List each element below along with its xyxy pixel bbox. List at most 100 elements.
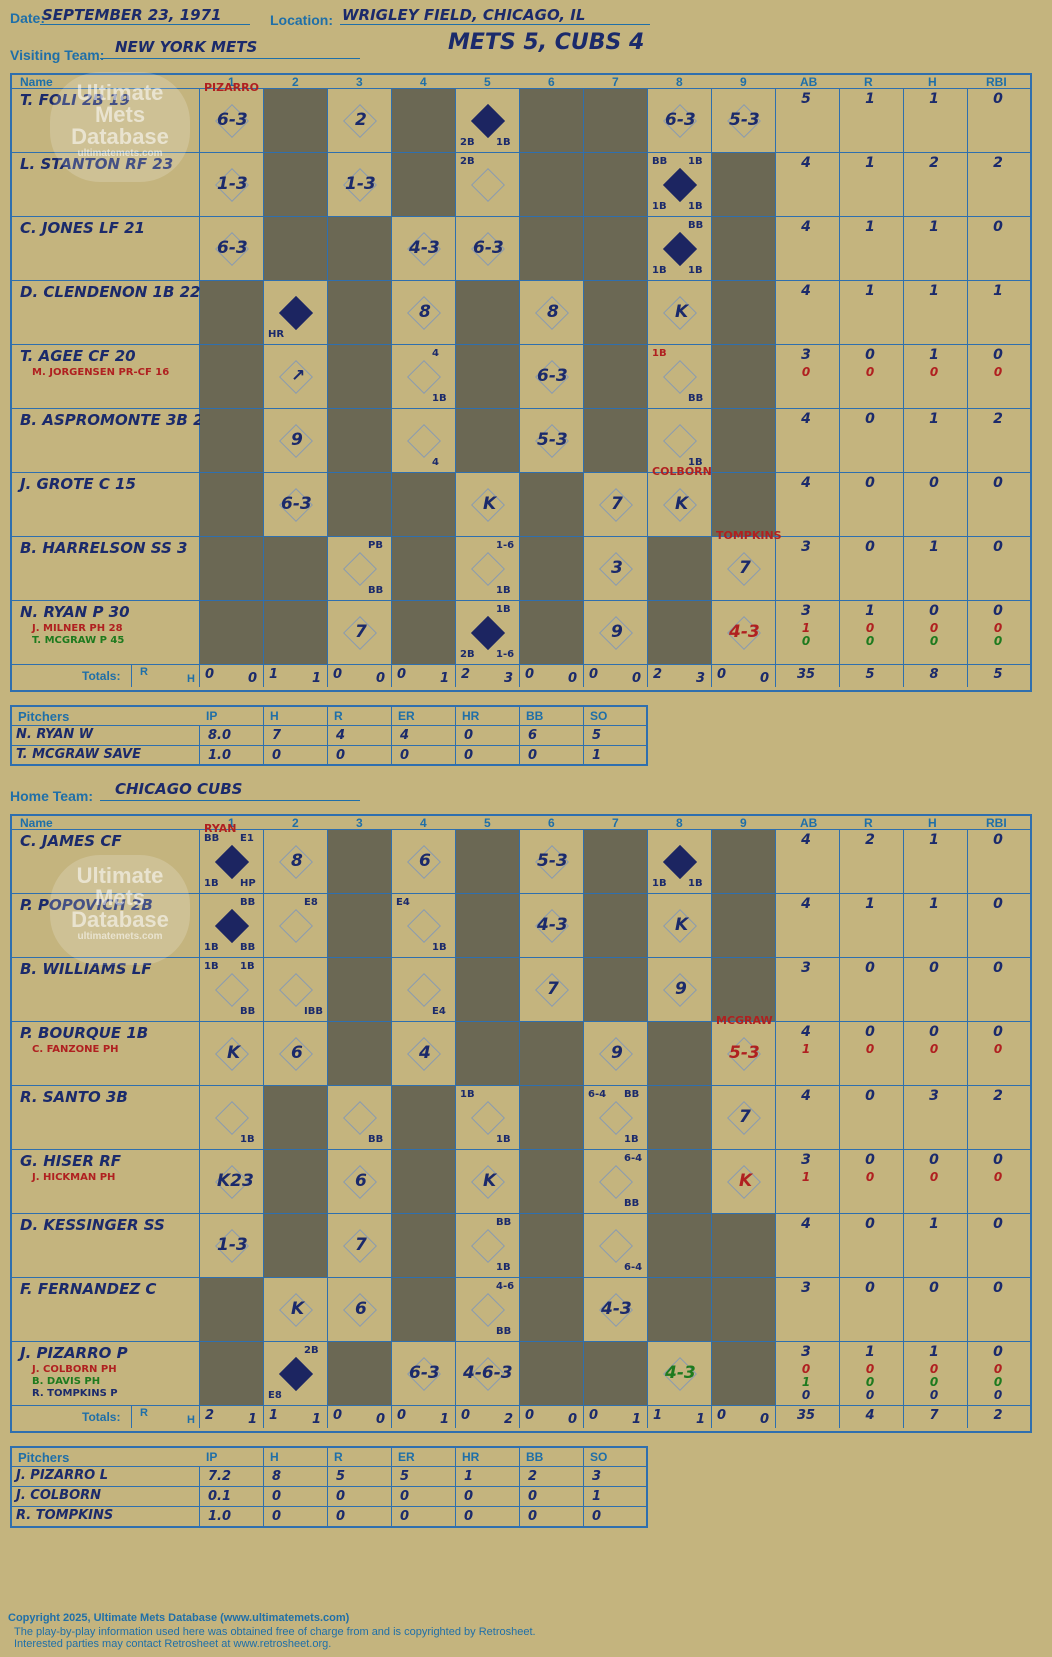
- at-bat-box[interactable]: [584, 1086, 648, 1150]
- at-bat-box[interactable]: [392, 537, 456, 601]
- at-bat-box[interactable]: [456, 958, 520, 1022]
- at-bat-box[interactable]: [264, 345, 328, 409]
- at-bat-box[interactable]: [712, 409, 776, 473]
- at-bat-box[interactable]: [584, 601, 648, 665]
- at-bat-box[interactable]: [520, 830, 584, 894]
- at-bat-box[interactable]: [456, 1022, 520, 1086]
- at-bat-box[interactable]: [392, 1278, 456, 1342]
- at-bat-box[interactable]: [264, 1086, 328, 1150]
- at-bat-box[interactable]: [712, 1278, 776, 1342]
- at-bat-box[interactable]: [264, 217, 328, 281]
- at-bat-box[interactable]: [328, 1278, 392, 1342]
- at-bat-box[interactable]: [712, 1342, 776, 1406]
- at-bat-box[interactable]: [584, 830, 648, 894]
- at-bat-box[interactable]: [648, 1022, 712, 1086]
- at-bat-box[interactable]: [520, 473, 584, 537]
- at-bat-box[interactable]: [520, 1022, 584, 1086]
- at-bat-box[interactable]: [648, 89, 712, 153]
- at-bat-box[interactable]: [648, 281, 712, 345]
- at-bat-box[interactable]: [520, 1086, 584, 1150]
- at-bat-box[interactable]: [584, 281, 648, 345]
- at-bat-box[interactable]: [328, 1022, 392, 1086]
- at-bat-box[interactable]: [456, 1278, 520, 1342]
- at-bat-box[interactable]: [456, 1086, 520, 1150]
- at-bat-box[interactable]: [648, 217, 712, 281]
- at-bat-box[interactable]: [328, 601, 392, 665]
- at-bat-box[interactable]: [264, 601, 328, 665]
- at-bat-box[interactable]: [264, 409, 328, 473]
- at-bat-box[interactable]: [648, 473, 712, 537]
- at-bat-box[interactable]: [520, 345, 584, 409]
- at-bat-box[interactable]: [328, 537, 392, 601]
- at-bat-box[interactable]: [200, 89, 264, 153]
- at-bat-box[interactable]: [264, 1342, 328, 1406]
- at-bat-box[interactable]: [584, 345, 648, 409]
- at-bat-box[interactable]: [584, 1342, 648, 1406]
- at-bat-box[interactable]: [328, 1342, 392, 1406]
- at-bat-box[interactable]: [200, 1150, 264, 1214]
- at-bat-box[interactable]: [328, 958, 392, 1022]
- at-bat-box[interactable]: [264, 89, 328, 153]
- at-bat-box[interactable]: [264, 1214, 328, 1278]
- at-bat-box[interactable]: [200, 601, 264, 665]
- at-bat-box[interactable]: [328, 1086, 392, 1150]
- at-bat-box[interactable]: [392, 1086, 456, 1150]
- at-bat-box[interactable]: [200, 281, 264, 345]
- at-bat-box[interactable]: [392, 1214, 456, 1278]
- at-bat-box[interactable]: [392, 830, 456, 894]
- at-bat-box[interactable]: [712, 153, 776, 217]
- at-bat-box[interactable]: [264, 473, 328, 537]
- at-bat-box[interactable]: [456, 89, 520, 153]
- at-bat-box[interactable]: [648, 1342, 712, 1406]
- at-bat-box[interactable]: [200, 473, 264, 537]
- at-bat-box[interactable]: [264, 894, 328, 958]
- at-bat-box[interactable]: [328, 281, 392, 345]
- at-bat-box[interactable]: [584, 1022, 648, 1086]
- at-bat-box[interactable]: [712, 89, 776, 153]
- at-bat-box[interactable]: [712, 958, 776, 1022]
- at-bat-box[interactable]: [264, 1278, 328, 1342]
- at-bat-box[interactable]: [200, 345, 264, 409]
- at-bat-box[interactable]: [392, 409, 456, 473]
- at-bat-box[interactable]: [712, 1022, 776, 1086]
- at-bat-box[interactable]: [520, 217, 584, 281]
- at-bat-box[interactable]: [264, 537, 328, 601]
- at-bat-box[interactable]: [200, 1342, 264, 1406]
- at-bat-box[interactable]: [712, 894, 776, 958]
- at-bat-box[interactable]: [328, 217, 392, 281]
- at-bat-box[interactable]: [712, 473, 776, 537]
- at-bat-box[interactable]: [200, 1086, 264, 1150]
- at-bat-box[interactable]: [712, 537, 776, 601]
- at-bat-box[interactable]: [712, 1214, 776, 1278]
- at-bat-box[interactable]: [520, 89, 584, 153]
- at-bat-box[interactable]: [456, 601, 520, 665]
- at-bat-box[interactable]: [392, 281, 456, 345]
- at-bat-box[interactable]: [520, 409, 584, 473]
- at-bat-box[interactable]: [392, 894, 456, 958]
- at-bat-box[interactable]: [520, 1278, 584, 1342]
- at-bat-box[interactable]: [584, 894, 648, 958]
- at-bat-box[interactable]: [392, 1150, 456, 1214]
- at-bat-box[interactable]: [648, 153, 712, 217]
- at-bat-box[interactable]: [712, 601, 776, 665]
- at-bat-box[interactable]: [456, 1150, 520, 1214]
- at-bat-box[interactable]: [392, 958, 456, 1022]
- at-bat-box[interactable]: [520, 894, 584, 958]
- at-bat-box[interactable]: [456, 894, 520, 958]
- at-bat-box[interactable]: [520, 1214, 584, 1278]
- at-bat-box[interactable]: [712, 345, 776, 409]
- at-bat-box[interactable]: [328, 89, 392, 153]
- at-bat-box[interactable]: [520, 281, 584, 345]
- at-bat-box[interactable]: [200, 1022, 264, 1086]
- at-bat-box[interactable]: [584, 89, 648, 153]
- at-bat-box[interactable]: [200, 217, 264, 281]
- at-bat-box[interactable]: [200, 153, 264, 217]
- at-bat-box[interactable]: [456, 281, 520, 345]
- at-bat-box[interactable]: [200, 830, 264, 894]
- at-bat-box[interactable]: [200, 409, 264, 473]
- at-bat-box[interactable]: [200, 537, 264, 601]
- at-bat-box[interactable]: [392, 89, 456, 153]
- at-bat-box[interactable]: [456, 1214, 520, 1278]
- at-bat-box[interactable]: [520, 153, 584, 217]
- at-bat-box[interactable]: [584, 958, 648, 1022]
